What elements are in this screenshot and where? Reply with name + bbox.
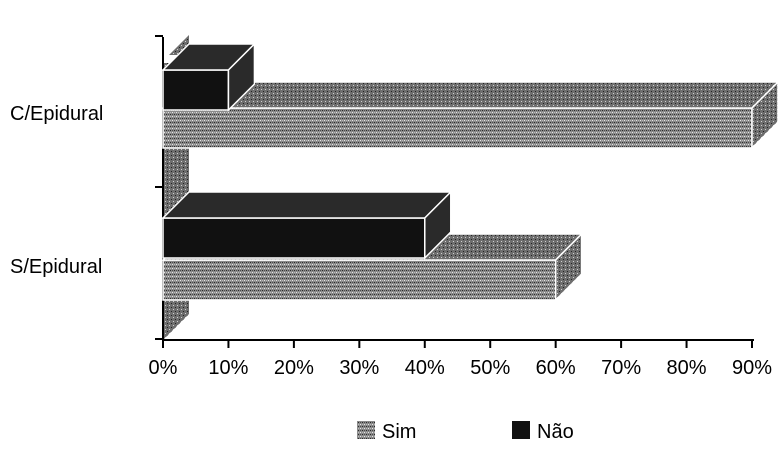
x-tick-label: 30% [339, 357, 379, 379]
category-label: C/Epidural [10, 103, 103, 125]
bar-sim-side [554, 232, 583, 302]
bar-sim-side [751, 80, 779, 150]
legend: Sim Não [357, 421, 574, 443]
x-tick-label: 90% [732, 357, 772, 379]
legend-swatch [357, 421, 375, 439]
bar-nao [161, 190, 453, 260]
legend-swatch [512, 421, 530, 439]
bar-nao-side [227, 42, 256, 112]
x-tick-label: 70% [601, 357, 641, 379]
x-tick-label: 60% [536, 357, 576, 379]
x-tick-label: 80% [667, 357, 707, 379]
labels: 0% 10% 20% 30% 40% 50% 60% 70% 80% 90% C/Epidural S… [10, 103, 772, 379]
bar-sim [161, 80, 779, 150]
bar-nao-front [162, 69, 230, 111]
bars [161, 42, 779, 302]
x-tick-label: 10% [208, 357, 248, 379]
bar-nao-front [162, 217, 426, 259]
bar-sim-top [161, 81, 779, 109]
bar-sim-front [162, 107, 753, 149]
bar-nao-top [161, 191, 453, 219]
bar-nao-side [424, 190, 452, 260]
bar-sim-front [162, 259, 557, 301]
category-label: S/Epidural [10, 256, 102, 278]
legend-label: Sim [382, 421, 416, 443]
x-tick-label: 40% [405, 357, 445, 379]
bar-nao [161, 42, 257, 112]
x-tick-label: 0% [149, 357, 178, 379]
x-tick-label: 50% [470, 357, 510, 379]
x-tick-label: 20% [274, 357, 314, 379]
legend-label: Não [537, 421, 574, 443]
